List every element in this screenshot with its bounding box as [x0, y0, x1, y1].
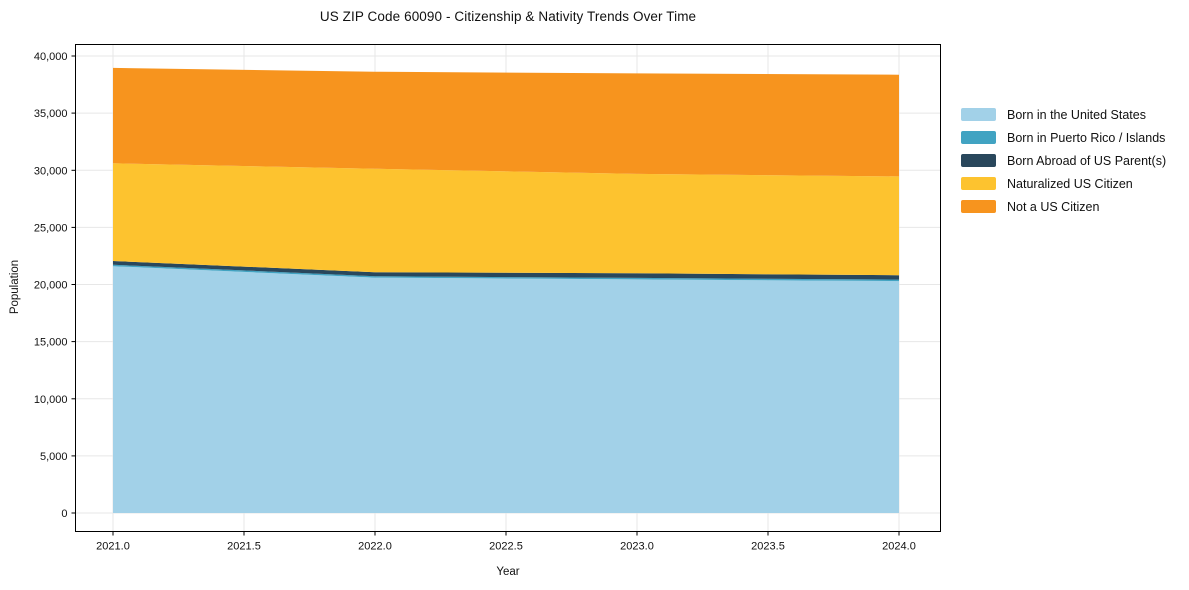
- chart-title: US ZIP Code 60090 - Citizenship & Nativi…: [319, 9, 697, 24]
- legend-item: Born in the United States: [961, 103, 1166, 126]
- axis-ticks: [71, 55, 900, 536]
- y-axis-label: Population: [9, 259, 21, 315]
- y-tick-label: 35,000: [34, 108, 68, 120]
- legend-swatch: [961, 200, 996, 213]
- x-tick-label: 2022.5: [489, 541, 523, 553]
- x-tick-label: 2022.0: [358, 541, 392, 553]
- area-series-0: [113, 266, 899, 513]
- legend-swatch: [961, 177, 996, 190]
- x-tick-label: 2023.0: [620, 541, 654, 553]
- tick-labels: 0 5,000 10,000 15,000 20,000 25,000 30,000 35,0…: [34, 51, 916, 553]
- legend-label: Naturalized US Citizen: [1007, 176, 1133, 191]
- y-tick-label: 30,000: [34, 165, 68, 177]
- plot-frame: [75, 44, 941, 532]
- area-series-3: [113, 163, 899, 276]
- legend-item: Born Abroad of US Parent(s): [961, 149, 1166, 172]
- x-tick-label: 2024.0: [882, 541, 916, 553]
- y-tick-label: 5,000: [40, 451, 68, 463]
- legend-label: Born in Puerto Rico / Islands: [1007, 130, 1166, 145]
- x-tick-label: 2021.0: [96, 541, 130, 553]
- legend-item: Naturalized US Citizen: [961, 172, 1166, 195]
- legend-item: Not a US Citizen: [961, 195, 1166, 218]
- y-tick-label: 25,000: [34, 222, 68, 234]
- legend-label: Born Abroad of US Parent(s): [1007, 153, 1167, 168]
- legend: Born in the United States Born in Puerto …: [961, 103, 1166, 218]
- legend-label: Born in the United States: [1007, 107, 1146, 122]
- legend-label: Not a US Citizen: [1007, 199, 1100, 214]
- y-tick-label: 0: [61, 508, 67, 520]
- y-tick-label: 10,000: [34, 394, 68, 406]
- y-tick-label: 15,000: [34, 337, 68, 349]
- area-series-2: [113, 261, 899, 280]
- area-series-4: [113, 67, 899, 177]
- legend-swatch: [961, 108, 996, 121]
- x-tick-label: 2023.5: [751, 541, 785, 553]
- y-tick-label: 40,000: [34, 51, 68, 63]
- area-series-1: [113, 264, 899, 282]
- x-tick-label: 2021.5: [227, 541, 261, 553]
- legend-swatch: [961, 131, 996, 144]
- y-tick-label: 20,000: [34, 280, 68, 292]
- legend-item: Born in Puerto Rico / Islands: [961, 126, 1166, 149]
- legend-swatch: [961, 154, 996, 167]
- x-axis-label: Year: [496, 566, 520, 578]
